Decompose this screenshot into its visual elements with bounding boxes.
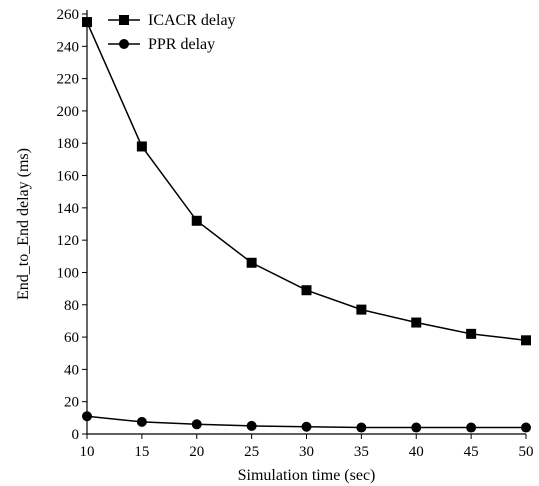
y-tick-label: 20 <box>64 395 79 411</box>
y-tick-label: 160 <box>57 169 80 185</box>
data-point <box>521 335 531 346</box>
data-point <box>356 304 367 315</box>
series-icacr-delay <box>82 17 531 346</box>
legend-marker <box>119 15 129 25</box>
data-point <box>521 422 531 433</box>
legend-item: PPR delay <box>108 36 215 53</box>
y-tick-label: 60 <box>64 330 79 346</box>
x-tick-label: 30 <box>299 444 314 460</box>
legend-label: PPR delay <box>148 36 215 53</box>
data-point <box>246 420 257 431</box>
legend: ICACR delay PPR delay <box>108 12 236 53</box>
x-tick-label: 50 <box>519 444 534 460</box>
data-point <box>82 411 92 422</box>
y-tick-label: 220 <box>57 72 80 88</box>
y-tick-label: 40 <box>64 362 79 378</box>
data-point <box>466 422 477 433</box>
y-tick-label: 180 <box>57 136 80 152</box>
data-point <box>82 17 92 28</box>
y-tick-label: 260 <box>57 7 80 23</box>
x-axis-ticks: 10 15 20 25 30 35 40 45 50 <box>80 434 534 460</box>
legend-item: ICACR delay <box>108 12 236 29</box>
x-tick-label: 10 <box>80 444 95 460</box>
data-point <box>136 416 147 427</box>
series-ppr-delay <box>82 411 531 433</box>
data-point <box>191 215 202 226</box>
x-tick-label: 20 <box>189 444 204 460</box>
axes: 10 15 20 25 30 35 40 45 50 0 20 40 60 80 100 120 140 160… <box>57 7 534 460</box>
data-point <box>191 419 202 430</box>
y-tick-label: 0 <box>72 427 80 443</box>
y-tick-label: 240 <box>57 39 80 55</box>
data-point <box>246 257 257 268</box>
series-layer <box>82 17 531 433</box>
y-axis-ticks: 0 20 40 60 80 100 120 140 160 180 200 220 240 260 <box>57 7 87 443</box>
data-point <box>301 421 312 432</box>
y-tick-label: 120 <box>57 233 80 249</box>
data-point <box>356 422 367 433</box>
x-axis-title: Simulation time (sec) <box>238 467 376 484</box>
data-point <box>411 317 422 328</box>
data-point <box>136 141 147 152</box>
data-point <box>301 285 312 296</box>
x-tick-label: 25 <box>244 444 259 460</box>
x-tick-label: 35 <box>354 444 369 460</box>
x-tick-label: 45 <box>464 444 479 460</box>
y-tick-label: 200 <box>57 104 80 120</box>
x-tick-label: 40 <box>409 444 424 460</box>
y-tick-label: 140 <box>57 201 80 217</box>
data-point <box>466 328 477 339</box>
y-tick-label: 100 <box>57 265 80 281</box>
legend-marker <box>119 39 129 49</box>
legend-label: ICACR delay <box>148 12 236 29</box>
y-axis-title: End_to_End delay (ms) <box>15 148 32 300</box>
y-tick-label: 80 <box>64 298 79 314</box>
x-tick-label: 15 <box>134 444 149 460</box>
data-point <box>411 422 422 433</box>
